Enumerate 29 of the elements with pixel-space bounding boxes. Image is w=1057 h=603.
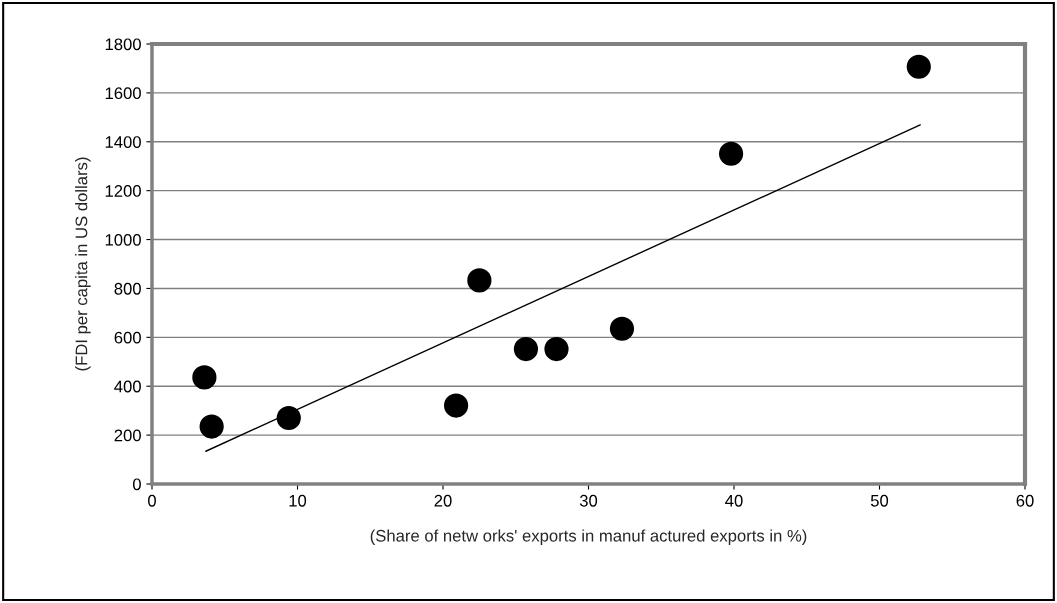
y-axis-title: (FDI per capita in US dollars) — [75, 157, 91, 371]
y-tick-label: 1200 — [105, 185, 141, 197]
y-tick-label: 800 — [114, 282, 141, 295]
y-tick-label: 1800 — [105, 38, 141, 51]
point — [444, 393, 469, 418]
x-tick-label: 10 — [289, 494, 307, 507]
point — [718, 141, 744, 166]
point — [467, 268, 492, 293]
y-tick-label: 1600 — [105, 87, 141, 100]
point — [513, 336, 539, 362]
y-tick-label: 600 — [114, 331, 141, 344]
y-tick-label: 1000 — [105, 233, 141, 246]
point — [544, 336, 569, 362]
x-axis-title: (Share of netw orks' exports in manuf actured exports in %) — [370, 529, 807, 545]
point — [276, 405, 301, 431]
y-tick-label: 1400 — [105, 136, 141, 148]
x-tick-label: 40 — [725, 494, 743, 507]
y-tick-label: 200 — [114, 429, 141, 442]
y-tick-label: 0 — [132, 478, 141, 491]
x-tick-label: 30 — [579, 494, 598, 507]
y-tick-label: 400 — [114, 380, 141, 393]
point — [609, 316, 635, 341]
x-tick-label: 60 — [1016, 494, 1034, 507]
point — [906, 54, 931, 79]
x-tick-label: 0 — [148, 494, 156, 507]
point — [199, 414, 224, 439]
x-tick-label: 50 — [870, 494, 889, 507]
x-tick-label: 20 — [434, 494, 452, 507]
point — [192, 365, 217, 390]
